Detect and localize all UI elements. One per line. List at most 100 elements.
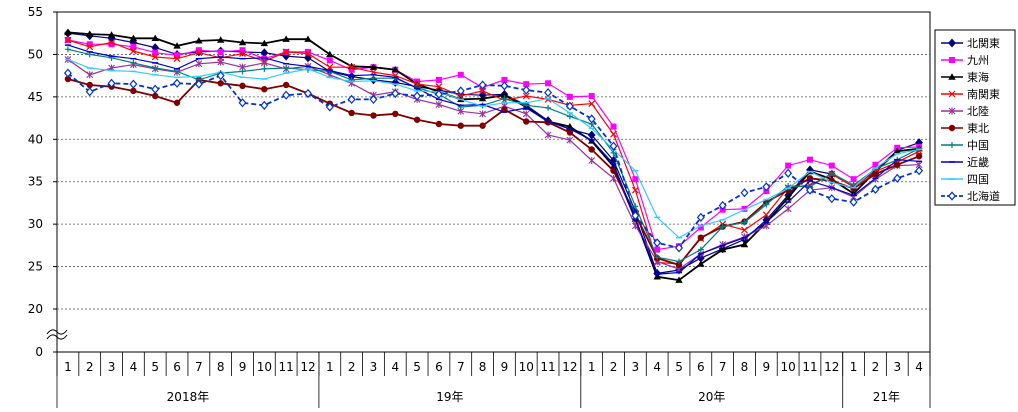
data-point <box>457 122 464 129</box>
data-point <box>697 224 704 231</box>
data-point <box>741 219 748 226</box>
y-tick-label: 0 <box>35 345 43 359</box>
data-point <box>435 120 443 128</box>
data-point <box>522 92 530 100</box>
x-tick-label: 2 <box>86 360 94 374</box>
axis-break-mark <box>46 334 68 340</box>
data-point <box>566 136 574 144</box>
data-point <box>86 71 94 79</box>
data-point <box>151 34 159 42</box>
data-point <box>872 161 879 168</box>
data-point <box>501 76 508 83</box>
series-line <box>67 59 920 270</box>
x-tick-label: 10 <box>780 360 795 374</box>
legend-label: 四国 <box>967 173 989 186</box>
data-point <box>915 166 924 176</box>
data-point <box>347 94 356 105</box>
y-tick-label: 30 <box>28 217 43 231</box>
data-point <box>479 87 487 95</box>
data-point <box>697 234 705 241</box>
data-point <box>107 31 116 38</box>
data-point <box>64 46 71 53</box>
x-tick-label: 2 <box>610 360 618 374</box>
data-point <box>740 240 749 248</box>
data-point <box>544 87 553 98</box>
data-point <box>326 50 334 58</box>
data-point <box>283 65 290 72</box>
x-tick-label: 1 <box>850 360 858 374</box>
data-point <box>871 184 880 194</box>
data-point <box>86 81 93 89</box>
x-tick-label: 11 <box>802 360 817 374</box>
x-tick-label: 5 <box>151 360 159 374</box>
data-point <box>544 131 552 139</box>
legend-marker <box>948 73 956 80</box>
data-point <box>260 100 269 110</box>
data-point <box>129 34 138 42</box>
legend-marker <box>949 57 955 63</box>
legend-marker <box>949 142 955 148</box>
data-point <box>566 129 574 136</box>
data-point <box>304 48 311 55</box>
data-point <box>86 30 94 37</box>
y-tick-label: 25 <box>28 260 43 274</box>
x-tick-label: 11 <box>540 360 555 374</box>
data-point <box>261 65 268 72</box>
x-tick-label: 2 <box>348 360 356 374</box>
data-point <box>719 223 726 230</box>
data-point <box>435 76 442 83</box>
data-point <box>456 86 465 96</box>
data-point <box>86 41 93 48</box>
data-point <box>740 188 749 198</box>
data-point <box>435 83 443 91</box>
data-point <box>566 122 574 130</box>
x-tick-label: 7 <box>719 360 727 374</box>
data-point <box>152 65 159 72</box>
data-point <box>107 78 116 88</box>
data-point <box>174 52 181 59</box>
data-point <box>303 88 312 99</box>
data-point <box>501 95 508 102</box>
data-point <box>806 175 814 182</box>
data-point <box>500 81 509 91</box>
x-tick-label: 9 <box>762 360 770 374</box>
legend-label: 東海 <box>967 70 989 84</box>
data-point <box>195 47 202 54</box>
legend-label: 北関東 <box>967 37 1000 50</box>
data-point <box>523 81 530 88</box>
x-tick-label: 1 <box>326 360 334 374</box>
x-tick-label: 6 <box>173 360 181 374</box>
x-tick-label: 4 <box>130 360 138 374</box>
data-point <box>478 94 487 102</box>
data-point <box>217 48 224 55</box>
data-point <box>64 36 72 44</box>
legend-label: 北陸 <box>967 105 989 118</box>
y-tick-label: 45 <box>28 90 43 104</box>
data-point <box>434 89 443 99</box>
data-point <box>675 243 684 253</box>
data-point <box>763 201 770 208</box>
data-point <box>392 110 399 118</box>
data-point <box>64 28 72 36</box>
data-point <box>64 75 72 83</box>
series-line <box>67 48 920 263</box>
data-point <box>479 110 486 118</box>
data-point <box>610 130 617 138</box>
data-point <box>457 71 464 78</box>
data-point <box>850 176 857 183</box>
legend-label: 北海道 <box>967 189 1000 203</box>
y-tick-label: 50 <box>28 47 43 61</box>
x-tick-label: 2 <box>872 360 880 374</box>
data-point <box>173 55 181 63</box>
data-point <box>675 261 683 269</box>
series-line <box>67 39 920 251</box>
data-point <box>872 170 879 178</box>
x-tick-label: 3 <box>893 360 901 374</box>
y-tick-label: 20 <box>28 302 43 316</box>
data-point <box>129 79 138 89</box>
data-point <box>391 66 399 73</box>
data-point <box>827 194 836 204</box>
data-point <box>872 165 879 172</box>
